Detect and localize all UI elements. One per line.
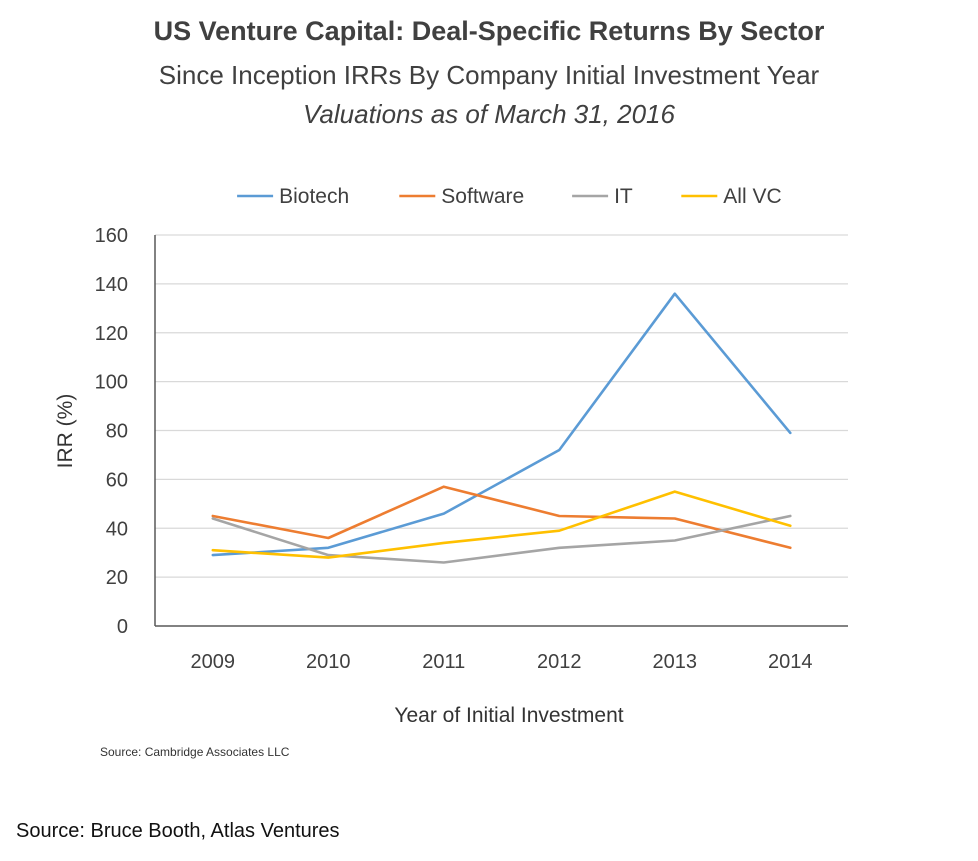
y-tick-label: 140 (95, 274, 128, 296)
y-tick-labels: 0 20 40 60 80 100 120 140 160 (95, 225, 128, 638)
chart-title: US Venture Capital: Deal-Specific Return… (153, 16, 825, 46)
y-tick-label: 40 (106, 518, 128, 540)
x-tick-labels: 2009 2010 2011 2012 2013 2014 (191, 651, 813, 673)
y-tick-label: 120 (95, 323, 128, 345)
valuation-note: Valuations as of March 31, 2016 (303, 99, 675, 129)
y-tick-label: 20 (106, 567, 128, 589)
series-line-it (211, 514, 792, 564)
source-note-inner: Source: Cambridge Associates LLC (100, 745, 290, 759)
series-line-software (211, 485, 792, 550)
y-tick-label: 80 (106, 421, 128, 443)
legend: Biotech Software IT All VC (237, 185, 782, 208)
axes (154, 235, 848, 627)
y-tick-label: 160 (95, 225, 128, 247)
chart-subtitle: Since Inception IRRs By Company Initial … (158, 60, 820, 90)
y-axis-label: IRR (%) (54, 394, 77, 469)
legend-label: Software (441, 185, 524, 208)
x-tick-label: 2014 (768, 651, 813, 673)
series-line-all-vc (211, 490, 792, 559)
legend-label: All VC (723, 185, 781, 208)
x-tick-label: 2013 (653, 651, 698, 673)
x-tick-label: 2009 (191, 651, 236, 673)
legend-item-it: IT (572, 185, 633, 208)
x-axis-label: Year of Initial Investment (394, 704, 623, 727)
x-tick-label: 2010 (306, 651, 351, 673)
legend-item-all-vc: All VC (681, 185, 782, 208)
legend-label: IT (614, 185, 633, 208)
series-lines (211, 292, 792, 564)
legend-label: Biotech (279, 185, 349, 208)
y-tick-label: 0 (117, 616, 128, 638)
y-tick-label: 60 (106, 469, 128, 491)
y-tick-label: 100 (95, 372, 128, 394)
x-tick-label: 2011 (422, 651, 465, 673)
legend-item-software: Software (399, 185, 524, 208)
source-note-outer: Source: Bruce Booth, Atlas Ventures (16, 820, 340, 842)
legend-item-biotech: Biotech (237, 185, 349, 208)
x-tick-label: 2012 (537, 651, 582, 673)
